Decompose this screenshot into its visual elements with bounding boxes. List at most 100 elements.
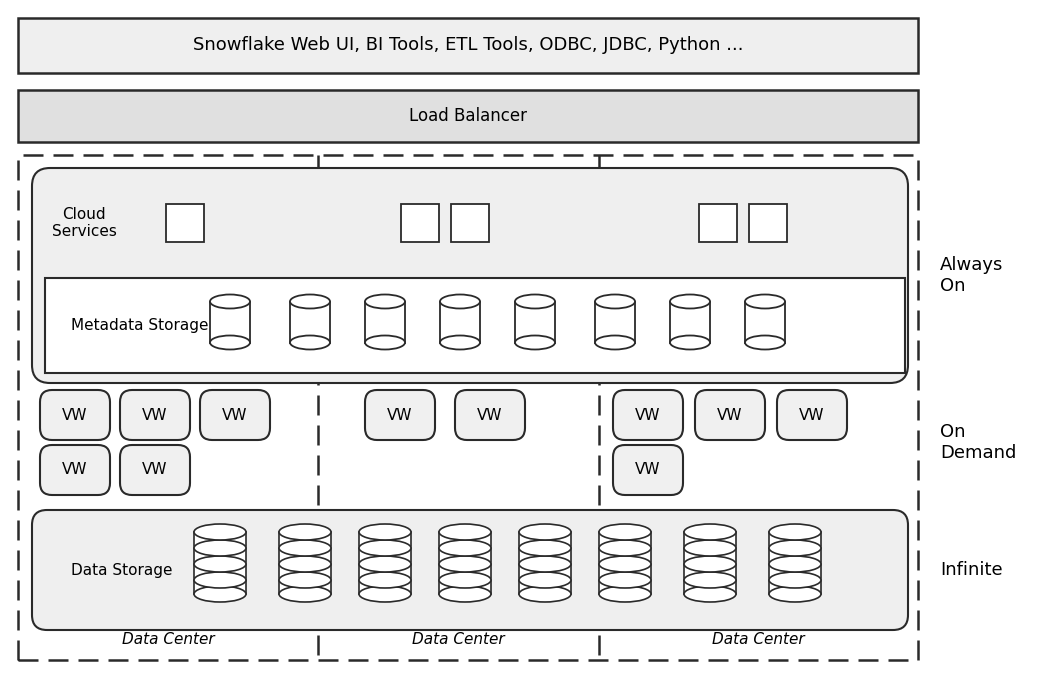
Ellipse shape — [440, 335, 480, 350]
Ellipse shape — [194, 524, 246, 540]
Ellipse shape — [684, 540, 736, 556]
Text: VW: VW — [142, 462, 168, 477]
Ellipse shape — [194, 556, 246, 572]
FancyBboxPatch shape — [32, 168, 908, 383]
Ellipse shape — [670, 295, 710, 308]
Text: VW: VW — [635, 408, 660, 423]
Bar — [519, 532, 571, 546]
Ellipse shape — [519, 556, 571, 572]
Ellipse shape — [684, 556, 736, 572]
Bar — [18, 90, 918, 142]
Ellipse shape — [598, 572, 651, 588]
Text: Snowflake Web UI, BI Tools, ETL Tools, ODBC, JDBC, Python ...: Snowflake Web UI, BI Tools, ETL Tools, O… — [193, 36, 743, 55]
Text: On
Demand: On Demand — [940, 423, 1016, 462]
Ellipse shape — [769, 540, 821, 556]
Ellipse shape — [279, 586, 331, 602]
Text: Data Center: Data Center — [122, 633, 214, 648]
Bar — [684, 580, 736, 594]
Text: VW: VW — [717, 408, 742, 423]
Bar — [365, 302, 405, 343]
Ellipse shape — [746, 335, 785, 350]
Ellipse shape — [279, 524, 331, 540]
FancyBboxPatch shape — [40, 390, 110, 440]
Bar — [514, 302, 555, 343]
Bar — [684, 532, 736, 546]
FancyBboxPatch shape — [613, 390, 682, 440]
FancyBboxPatch shape — [200, 390, 270, 440]
Bar — [749, 204, 788, 242]
Bar — [439, 564, 491, 578]
FancyBboxPatch shape — [40, 445, 110, 495]
Bar — [359, 548, 411, 562]
Text: VW: VW — [62, 462, 88, 477]
Bar — [359, 580, 411, 594]
Bar — [519, 580, 571, 594]
Ellipse shape — [279, 572, 331, 588]
Text: Metadata Storage: Metadata Storage — [71, 318, 209, 333]
Bar — [598, 548, 651, 562]
Bar — [769, 532, 821, 546]
Bar — [699, 204, 737, 242]
Ellipse shape — [439, 524, 491, 540]
Text: VW: VW — [635, 462, 660, 477]
Bar — [684, 564, 736, 578]
FancyBboxPatch shape — [777, 390, 847, 440]
Ellipse shape — [290, 295, 330, 308]
Ellipse shape — [769, 524, 821, 540]
Bar — [598, 532, 651, 546]
FancyBboxPatch shape — [365, 390, 435, 440]
Ellipse shape — [746, 295, 785, 308]
Ellipse shape — [440, 295, 480, 308]
Text: VW: VW — [223, 408, 248, 423]
Ellipse shape — [519, 572, 571, 588]
Text: Cloud
Services: Cloud Services — [51, 207, 117, 239]
Ellipse shape — [439, 572, 491, 588]
Bar — [359, 532, 411, 546]
Bar — [769, 580, 821, 594]
Ellipse shape — [194, 540, 246, 556]
Ellipse shape — [598, 586, 651, 602]
Ellipse shape — [359, 572, 411, 588]
Bar — [670, 302, 710, 343]
Bar — [595, 302, 635, 343]
Bar — [279, 548, 331, 562]
Ellipse shape — [769, 556, 821, 572]
Ellipse shape — [514, 295, 555, 308]
Ellipse shape — [365, 295, 405, 308]
Ellipse shape — [279, 556, 331, 572]
FancyBboxPatch shape — [695, 390, 765, 440]
Ellipse shape — [210, 295, 250, 308]
Text: Always
On: Always On — [940, 256, 1004, 295]
Ellipse shape — [359, 540, 411, 556]
Ellipse shape — [439, 586, 491, 602]
Bar — [769, 564, 821, 578]
Bar — [439, 548, 491, 562]
Bar — [279, 580, 331, 594]
Text: Data Center: Data Center — [712, 633, 804, 648]
Ellipse shape — [598, 524, 651, 540]
Bar — [598, 580, 651, 594]
Ellipse shape — [359, 524, 411, 540]
Ellipse shape — [684, 524, 736, 540]
Ellipse shape — [439, 540, 491, 556]
Ellipse shape — [598, 540, 651, 556]
Bar — [194, 580, 246, 594]
Bar — [746, 302, 785, 343]
Bar — [18, 155, 918, 660]
Text: VW: VW — [799, 408, 824, 423]
Ellipse shape — [769, 572, 821, 588]
Bar — [194, 564, 246, 578]
FancyBboxPatch shape — [613, 445, 682, 495]
Text: VW: VW — [62, 408, 88, 423]
Ellipse shape — [598, 556, 651, 572]
Bar — [439, 532, 491, 546]
Bar — [194, 532, 246, 546]
Ellipse shape — [290, 335, 330, 350]
Ellipse shape — [210, 335, 250, 350]
Bar — [401, 204, 439, 242]
Ellipse shape — [359, 586, 411, 602]
Bar — [598, 564, 651, 578]
Text: Infinite: Infinite — [940, 561, 1003, 579]
Bar — [684, 548, 736, 562]
Ellipse shape — [365, 335, 405, 350]
